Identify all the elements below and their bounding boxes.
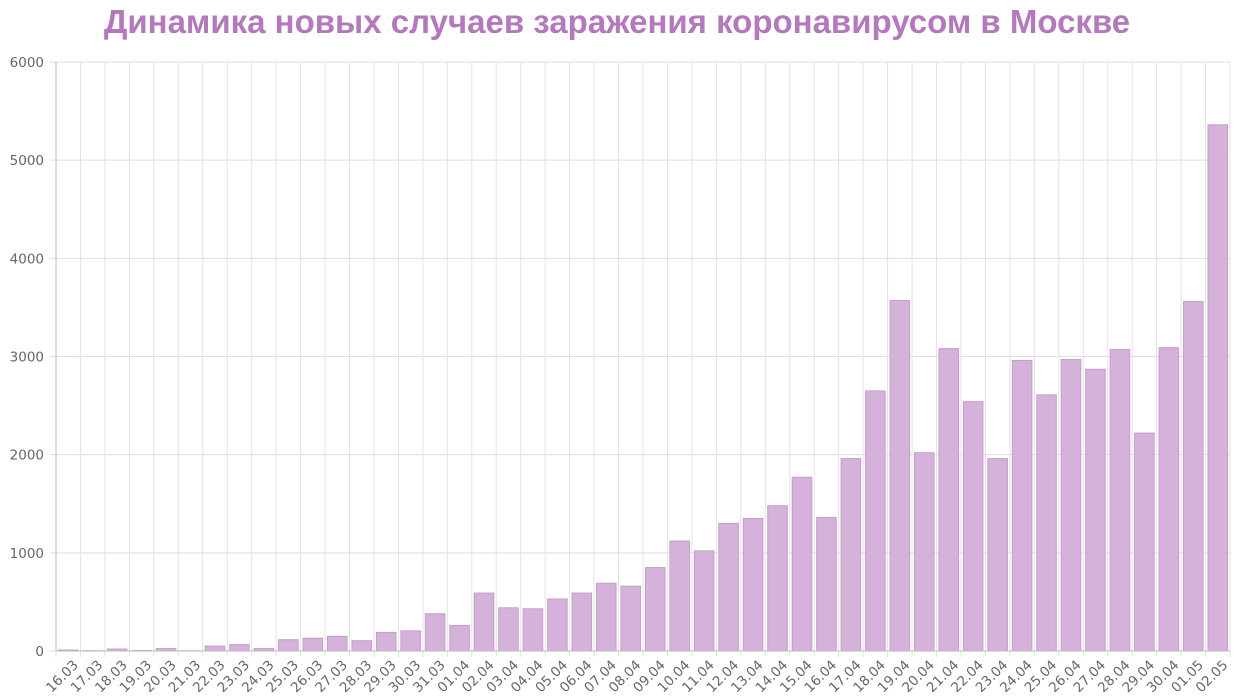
x-tick-labels: 16.0317.0318.0319.0320.0321.0322.0323.03… bbox=[43, 657, 1231, 696]
bar-30.04 bbox=[1158, 347, 1180, 652]
bar-03.04 bbox=[498, 607, 519, 652]
chart-title: Динамика новых случаев заражения коронав… bbox=[103, 3, 1131, 40]
bar-16.04 bbox=[816, 516, 837, 652]
bar-30.03 bbox=[400, 630, 421, 652]
bar-31.03 bbox=[424, 613, 446, 652]
bar-07.04 bbox=[596, 582, 617, 652]
bar-04.04 bbox=[522, 608, 544, 652]
bar-02.04 bbox=[473, 592, 495, 652]
bar-18.04 bbox=[865, 390, 886, 652]
bar-24.04 bbox=[1011, 359, 1033, 652]
bar-26.04 bbox=[1060, 358, 1082, 652]
bar-29.03 bbox=[375, 631, 397, 652]
y-tick-label: 4000 bbox=[10, 251, 44, 267]
bar-27.04 bbox=[1085, 368, 1106, 652]
bar-22.04 bbox=[962, 401, 984, 652]
bar-01.04 bbox=[449, 624, 470, 652]
bar-27.03 bbox=[326, 635, 348, 652]
bar-14.04 bbox=[767, 505, 788, 652]
y-tick-labels: 0 1000 2000 3000 4000 5000 6000 bbox=[10, 55, 44, 660]
bar-22.03 bbox=[204, 645, 226, 652]
bar-29.04 bbox=[1134, 432, 1155, 652]
bar-12.04 bbox=[718, 522, 739, 652]
y-tick-label: 6000 bbox=[10, 55, 44, 71]
bar-05.04 bbox=[547, 598, 568, 652]
bar-26.03 bbox=[302, 637, 324, 652]
bar-25.04 bbox=[1036, 394, 1057, 652]
bar-09.04 bbox=[644, 567, 666, 652]
bar-28.04 bbox=[1109, 349, 1131, 652]
bar-28.03 bbox=[351, 640, 373, 652]
bar-08.04 bbox=[620, 585, 642, 652]
bars bbox=[57, 124, 1229, 652]
bar-11.04 bbox=[693, 550, 715, 652]
y-tick-label: 3000 bbox=[10, 350, 44, 366]
y-tick-label: 5000 bbox=[10, 153, 44, 169]
bar-01.05 bbox=[1183, 301, 1204, 652]
bar-17.04 bbox=[840, 458, 862, 652]
bar-10.04 bbox=[669, 540, 690, 652]
bar-23.04 bbox=[987, 458, 1008, 652]
bar-23.03 bbox=[229, 644, 250, 652]
y-tick-label: 0 bbox=[35, 644, 44, 660]
gridlines bbox=[50, 61, 1231, 657]
axes bbox=[55, 62, 1230, 652]
bar-15.04 bbox=[791, 476, 813, 652]
bar-19.04 bbox=[889, 300, 911, 652]
y-tick-label: 2000 bbox=[10, 448, 44, 464]
bar-06.04 bbox=[571, 592, 593, 652]
bar-21.04 bbox=[938, 348, 960, 652]
bar-13.04 bbox=[742, 517, 764, 652]
y-tick-label: 1000 bbox=[10, 546, 44, 562]
bar-20.04 bbox=[913, 452, 935, 652]
bar-25.03 bbox=[278, 639, 299, 652]
bar-02.05 bbox=[1207, 124, 1229, 652]
